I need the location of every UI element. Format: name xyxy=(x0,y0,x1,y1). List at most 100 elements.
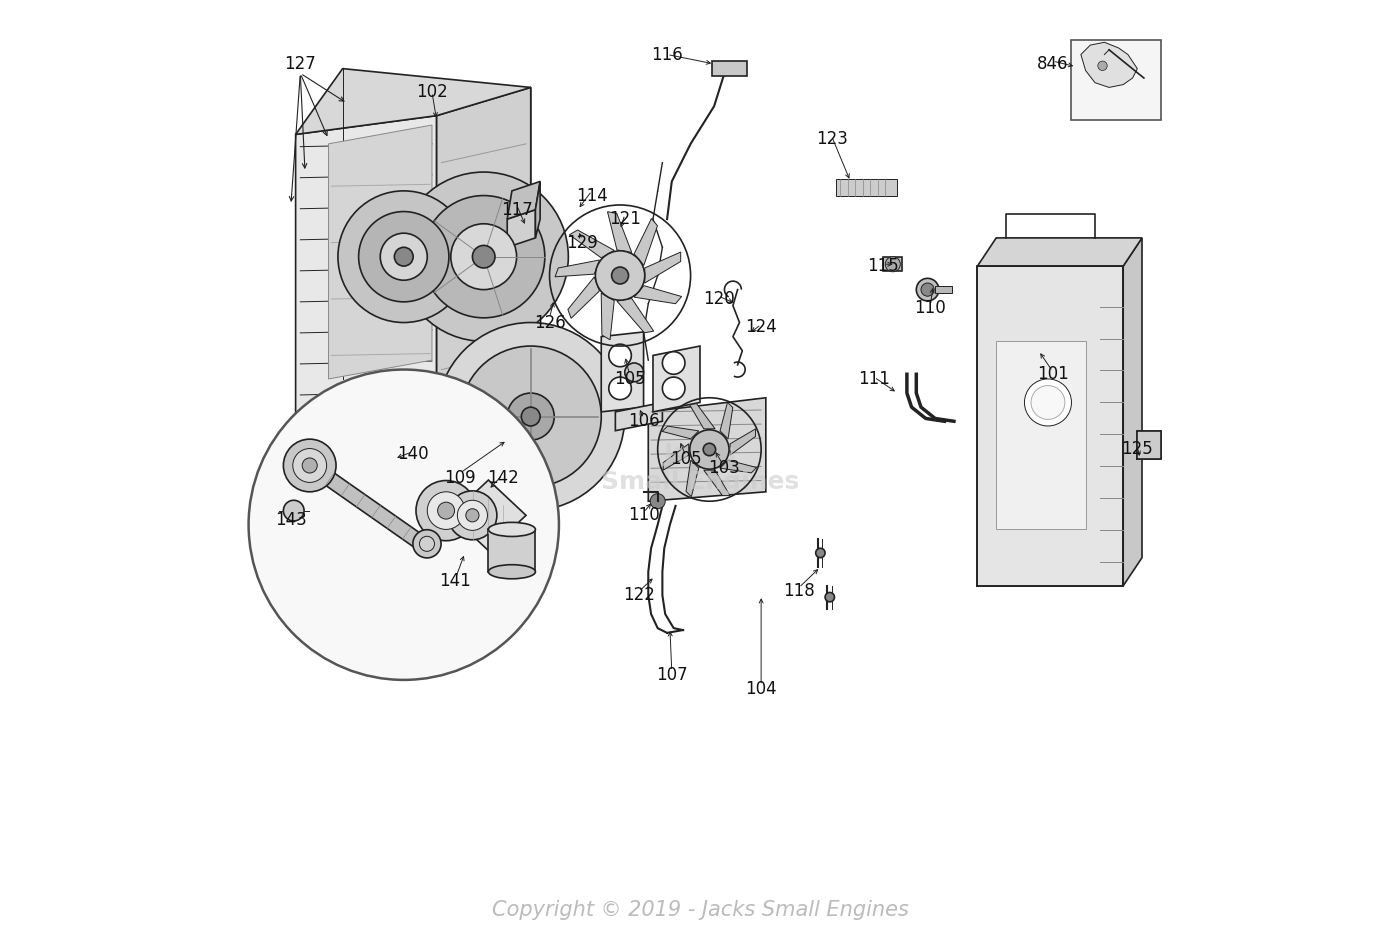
Polygon shape xyxy=(720,460,756,473)
Text: 105: 105 xyxy=(613,370,645,388)
Polygon shape xyxy=(652,346,700,412)
Circle shape xyxy=(624,363,644,382)
Circle shape xyxy=(662,352,685,375)
Circle shape xyxy=(381,233,427,280)
Polygon shape xyxy=(713,61,748,76)
Text: 141: 141 xyxy=(440,572,472,590)
Text: Jacks
Small Engines: Jacks Small Engines xyxy=(601,443,799,494)
Polygon shape xyxy=(601,293,615,340)
Polygon shape xyxy=(437,87,531,426)
Polygon shape xyxy=(1137,430,1161,459)
Polygon shape xyxy=(295,115,437,445)
Text: 125: 125 xyxy=(1121,441,1154,459)
Polygon shape xyxy=(648,397,766,501)
Circle shape xyxy=(885,256,900,272)
Text: 126: 126 xyxy=(533,313,566,331)
Text: 118: 118 xyxy=(783,582,815,600)
Text: 109: 109 xyxy=(444,468,476,486)
Polygon shape xyxy=(1123,237,1142,586)
Circle shape xyxy=(283,439,336,492)
Text: 846: 846 xyxy=(1037,55,1068,73)
Circle shape xyxy=(458,500,487,531)
Circle shape xyxy=(427,492,465,530)
Circle shape xyxy=(1098,61,1107,71)
Text: 127: 127 xyxy=(284,55,316,73)
Polygon shape xyxy=(601,332,644,412)
Ellipse shape xyxy=(489,565,535,579)
Text: 105: 105 xyxy=(671,450,701,468)
Circle shape xyxy=(395,247,413,266)
Circle shape xyxy=(448,491,497,540)
Polygon shape xyxy=(554,260,599,277)
Circle shape xyxy=(293,448,326,482)
Text: 129: 129 xyxy=(567,234,598,252)
Polygon shape xyxy=(664,444,689,470)
Polygon shape xyxy=(329,125,433,379)
Polygon shape xyxy=(507,182,540,219)
Text: 110: 110 xyxy=(627,506,659,524)
Polygon shape xyxy=(977,237,1142,266)
Text: 103: 103 xyxy=(707,460,739,478)
Text: 140: 140 xyxy=(398,446,428,464)
Text: 114: 114 xyxy=(575,186,608,204)
Polygon shape xyxy=(634,286,682,304)
Polygon shape xyxy=(689,403,715,429)
Bar xyxy=(836,179,897,196)
Text: 121: 121 xyxy=(609,210,641,228)
Circle shape xyxy=(595,251,645,300)
Text: 117: 117 xyxy=(501,201,532,219)
Circle shape xyxy=(507,393,554,440)
Circle shape xyxy=(302,458,318,473)
Circle shape xyxy=(451,224,517,289)
Text: 107: 107 xyxy=(657,666,687,684)
Polygon shape xyxy=(1081,43,1137,87)
Circle shape xyxy=(1025,379,1071,426)
Circle shape xyxy=(521,407,540,426)
Polygon shape xyxy=(883,256,902,271)
Circle shape xyxy=(461,346,601,487)
Text: 115: 115 xyxy=(868,257,899,275)
Polygon shape xyxy=(977,266,1123,586)
Text: 102: 102 xyxy=(416,83,448,101)
Polygon shape xyxy=(617,299,654,333)
Circle shape xyxy=(358,212,449,302)
Polygon shape xyxy=(507,210,535,247)
Polygon shape xyxy=(634,219,658,266)
Bar xyxy=(1071,41,1161,120)
Circle shape xyxy=(650,494,665,509)
Circle shape xyxy=(609,344,631,367)
Circle shape xyxy=(921,283,934,296)
Text: 142: 142 xyxy=(487,468,518,486)
Polygon shape xyxy=(616,402,662,430)
Text: 106: 106 xyxy=(627,412,659,430)
Polygon shape xyxy=(489,530,535,571)
Circle shape xyxy=(413,530,441,558)
Polygon shape xyxy=(451,480,526,551)
Polygon shape xyxy=(295,69,531,134)
Text: 104: 104 xyxy=(745,680,777,698)
Circle shape xyxy=(472,245,496,268)
Text: 123: 123 xyxy=(816,131,847,149)
Polygon shape xyxy=(311,463,427,550)
Text: Copyright © 2019 - Jacks Small Engines: Copyright © 2019 - Jacks Small Engines xyxy=(491,901,909,920)
Text: 116: 116 xyxy=(651,45,683,63)
Circle shape xyxy=(1030,386,1065,419)
Text: 101: 101 xyxy=(1037,365,1068,383)
Circle shape xyxy=(420,536,434,552)
Circle shape xyxy=(337,191,469,323)
Polygon shape xyxy=(535,182,540,237)
Polygon shape xyxy=(645,252,680,283)
Text: 124: 124 xyxy=(745,318,777,336)
Bar xyxy=(935,286,952,293)
Circle shape xyxy=(399,172,568,342)
Circle shape xyxy=(466,509,479,522)
Text: 110: 110 xyxy=(914,300,946,318)
Circle shape xyxy=(703,444,715,456)
Circle shape xyxy=(283,500,304,521)
Text: 111: 111 xyxy=(858,370,890,388)
Circle shape xyxy=(917,278,939,301)
Circle shape xyxy=(690,429,729,469)
Circle shape xyxy=(825,592,834,602)
Polygon shape xyxy=(662,426,699,439)
Circle shape xyxy=(612,267,629,284)
